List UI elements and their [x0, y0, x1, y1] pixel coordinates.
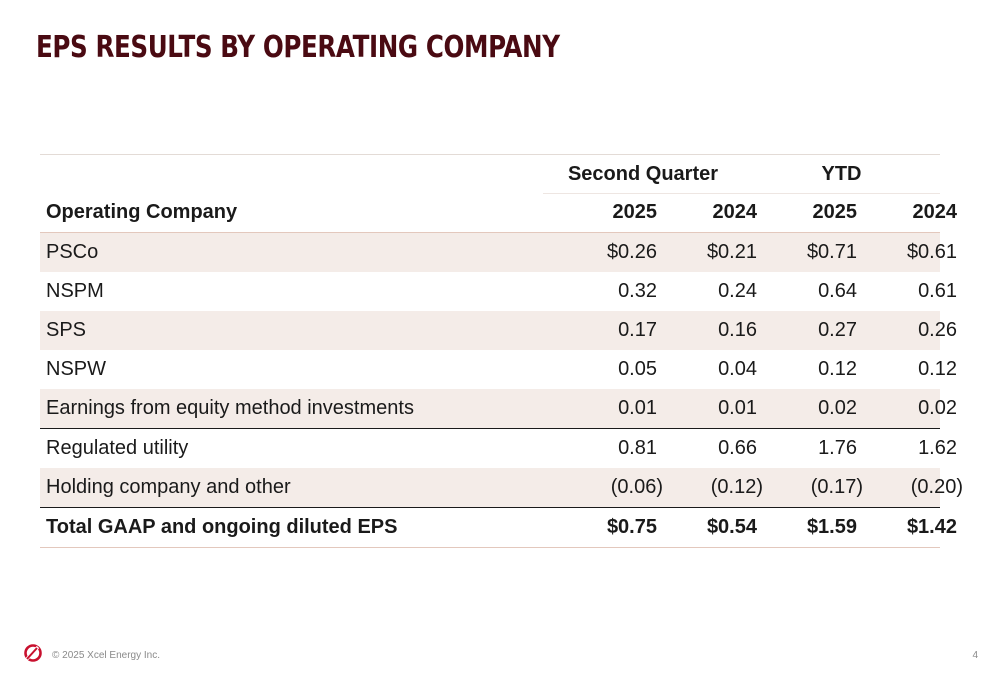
cell-value: 0.01 [718, 397, 757, 419]
cell-value: $0.54 [706, 516, 757, 538]
row-label: Earnings from equity method investments [46, 397, 414, 419]
table-row: Earnings from equity method investments … [40, 389, 957, 428]
cell-value: 0.26 [918, 319, 957, 341]
cell-value: $0.75 [606, 516, 657, 538]
row-label: Regulated utility [46, 437, 189, 459]
table-row-subtotal: Regulated utility 0.81 0.66 1.76 1.62 [40, 428, 957, 468]
column-header-operating-company: Operating Company [46, 201, 238, 223]
table-row: NSPM 0.32 0.24 0.64 0.61 [40, 272, 957, 311]
table-row: SPS 0.17 0.16 0.27 0.26 [40, 311, 957, 350]
page-title: EPS RESULTS BY OPERATING COMPANY [36, 30, 560, 65]
cell-value: $0.61 [906, 241, 957, 263]
cell-value: 0.02 [918, 397, 957, 419]
cell-value: 0.24 [718, 280, 757, 302]
cell-value: 0.16 [718, 319, 757, 341]
cell-value: (0.17) [810, 476, 863, 498]
cell-value: 0.66 [718, 437, 757, 459]
xcel-energy-logo-icon [22, 642, 44, 664]
column-header-ytd-2025: 2025 [812, 201, 858, 223]
copyright-text: © 2025 Xcel Energy Inc. [52, 650, 160, 661]
cell-value: $0.71 [806, 241, 857, 263]
eps-table: Second Quarter YTD Operating Company 202… [40, 154, 963, 548]
cell-value: 1.76 [818, 437, 857, 459]
table-row: Holding company and other (0.06) (0.12) … [40, 468, 963, 507]
cell-value: 0.27 [818, 319, 857, 341]
cell-value: 0.12 [818, 358, 857, 380]
row-label: NSPM [46, 280, 104, 302]
cell-value: 0.02 [818, 397, 857, 419]
table-row: PSCo $0.26 $0.21 $0.71 $0.61 [40, 233, 957, 272]
cell-value: 0.81 [618, 437, 657, 459]
row-label: SPS [46, 319, 87, 341]
page-number: 4 [972, 650, 978, 661]
cell-value: 0.17 [618, 319, 657, 341]
cell-value: $0.21 [706, 241, 757, 263]
cell-value: 0.05 [618, 358, 657, 380]
column-header-q2-2024: 2024 [712, 201, 758, 223]
group-header-second-quarter: Second Quarter [543, 155, 743, 194]
group-header-row: Second Quarter YTD [40, 155, 940, 194]
cell-value: $0.26 [606, 241, 657, 263]
row-label: Total GAAP and ongoing diluted EPS [46, 516, 398, 538]
cell-value: $1.59 [806, 516, 857, 538]
cell-value: 0.04 [718, 358, 757, 380]
cell-value: 0.32 [618, 280, 657, 302]
table-row: NSPW 0.05 0.04 0.12 0.12 [40, 350, 957, 389]
table-row-total: Total GAAP and ongoing diluted EPS $0.75… [40, 507, 957, 548]
cell-value: 0.01 [618, 397, 657, 419]
cell-value: 0.64 [818, 280, 857, 302]
cell-value: $1.42 [906, 516, 957, 538]
cell-value: (0.12) [710, 476, 763, 498]
cell-value: 0.61 [918, 280, 957, 302]
cell-value: 0.12 [918, 358, 957, 380]
row-label: Holding company and other [46, 476, 291, 498]
cell-value: (0.20) [910, 476, 963, 498]
column-header-q2-2025: 2025 [612, 201, 658, 223]
row-label: PSCo [46, 241, 99, 263]
row-label: NSPW [46, 358, 106, 380]
group-header-ytd: YTD [743, 155, 940, 194]
cell-value: (0.06) [610, 476, 663, 498]
cell-value: 1.62 [918, 437, 957, 459]
column-header-row: Operating Company 2025 2024 2025 2024 [40, 193, 957, 233]
column-header-ytd-2024: 2024 [912, 201, 958, 223]
